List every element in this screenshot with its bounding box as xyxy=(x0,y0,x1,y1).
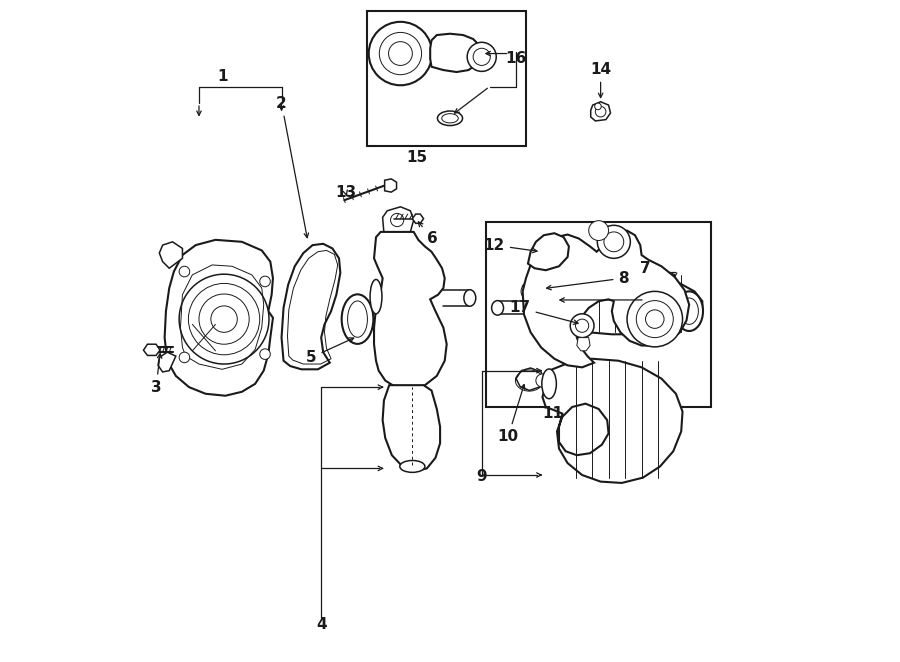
Text: 16: 16 xyxy=(506,52,526,66)
Polygon shape xyxy=(412,214,424,223)
Polygon shape xyxy=(374,232,446,389)
Circle shape xyxy=(589,220,608,240)
Ellipse shape xyxy=(342,295,374,344)
Polygon shape xyxy=(577,338,590,351)
Polygon shape xyxy=(430,34,482,72)
Polygon shape xyxy=(523,277,551,298)
Text: 8: 8 xyxy=(546,271,629,290)
Text: 6: 6 xyxy=(418,222,437,246)
Circle shape xyxy=(179,352,190,363)
Ellipse shape xyxy=(548,279,563,321)
Text: 1: 1 xyxy=(217,69,228,84)
Circle shape xyxy=(544,285,557,298)
Text: 12: 12 xyxy=(483,238,537,253)
Ellipse shape xyxy=(464,290,476,307)
Polygon shape xyxy=(165,240,273,396)
Text: 17: 17 xyxy=(509,301,578,324)
Text: 13: 13 xyxy=(335,185,356,200)
Text: 7: 7 xyxy=(640,261,650,276)
Polygon shape xyxy=(523,230,689,367)
Circle shape xyxy=(260,349,270,359)
Polygon shape xyxy=(528,233,569,270)
Polygon shape xyxy=(384,179,397,192)
Polygon shape xyxy=(590,102,610,121)
Polygon shape xyxy=(516,368,543,391)
Polygon shape xyxy=(282,244,340,369)
Polygon shape xyxy=(143,344,160,355)
Text: 5: 5 xyxy=(306,338,354,365)
Text: 15: 15 xyxy=(407,150,428,166)
Circle shape xyxy=(179,266,190,277)
Circle shape xyxy=(179,274,269,364)
Ellipse shape xyxy=(542,369,556,399)
Polygon shape xyxy=(555,273,702,334)
Circle shape xyxy=(536,374,549,387)
Polygon shape xyxy=(543,359,682,483)
Text: 3: 3 xyxy=(150,354,162,395)
Circle shape xyxy=(595,103,601,110)
Circle shape xyxy=(627,291,682,347)
Text: 2: 2 xyxy=(276,95,309,238)
Circle shape xyxy=(369,22,432,85)
Polygon shape xyxy=(382,207,414,233)
Polygon shape xyxy=(158,352,176,372)
Bar xyxy=(367,11,526,146)
Text: 10: 10 xyxy=(498,385,525,444)
Circle shape xyxy=(391,213,404,226)
Text: 14: 14 xyxy=(590,62,611,97)
Circle shape xyxy=(389,42,412,66)
Circle shape xyxy=(571,314,594,338)
Ellipse shape xyxy=(370,279,382,314)
Ellipse shape xyxy=(675,291,703,331)
Ellipse shape xyxy=(400,461,425,473)
Text: 4: 4 xyxy=(316,618,327,632)
Circle shape xyxy=(645,310,664,328)
Circle shape xyxy=(211,306,238,332)
Text: 11: 11 xyxy=(542,406,562,421)
Circle shape xyxy=(467,42,496,71)
Ellipse shape xyxy=(491,301,503,315)
Polygon shape xyxy=(382,385,440,471)
Text: 9: 9 xyxy=(476,469,487,484)
Circle shape xyxy=(598,225,630,258)
Polygon shape xyxy=(159,242,183,268)
Bar xyxy=(486,222,711,407)
Ellipse shape xyxy=(437,111,463,126)
Circle shape xyxy=(260,276,270,287)
